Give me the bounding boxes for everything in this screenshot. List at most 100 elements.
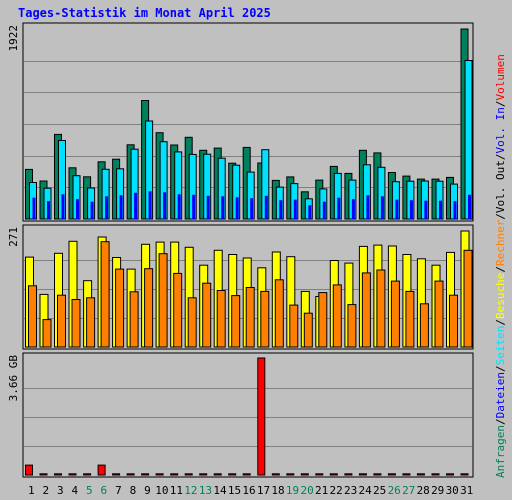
bar-volumen-day-23: [344, 473, 353, 476]
bar-rechner-day-8: [129, 291, 139, 348]
x-tick-label-day-2: 2: [42, 484, 49, 497]
bar-rechner-day-10: [158, 253, 168, 348]
bar-rechner-day-31: [463, 249, 473, 348]
bar-seiten-day-5: [90, 201, 94, 219]
bar-seiten-day-19: [293, 199, 297, 219]
bar-rechner-day-20: [303, 312, 313, 348]
bar-rechner-day-22: [332, 284, 342, 348]
bar-seiten-day-7: [119, 195, 123, 219]
bar-seiten-day-22: [337, 197, 341, 219]
x-tick-label-day-25: 25: [373, 484, 386, 497]
bar-seiten-day-25: [380, 196, 384, 219]
bar-volumen-day-27: [402, 473, 411, 476]
bar-volumen-day-19: [286, 473, 295, 476]
bar-volumen-day-31: [460, 473, 469, 476]
x-tick-label-day-9: 9: [144, 484, 151, 497]
bar-volumen-day-17: [257, 357, 266, 476]
bar-volumen-day-5: [83, 473, 92, 476]
bar-seiten-day-2: [47, 201, 50, 219]
bar-rechner-day-17: [260, 290, 270, 348]
x-tick-label-day-16: 16: [242, 484, 255, 497]
bar-seiten-day-18: [279, 200, 283, 219]
bar-volumen-day-3: [54, 473, 62, 476]
x-tick-label-day-13: 13: [199, 484, 212, 497]
bar-volumen-day-14: [213, 473, 222, 476]
bar-seiten-day-20: [308, 205, 312, 219]
x-tick-label-day-20: 20: [300, 484, 313, 497]
bar-seiten-day-27: [409, 200, 413, 219]
chart-title: Tages-Statistik im Monat April 2025: [18, 6, 271, 20]
bar-volumen-day-11: [170, 473, 179, 476]
bar-volumen-day-9: [141, 473, 150, 476]
bar-volumen-day-13: [199, 473, 208, 476]
bar-volumen-day-7: [112, 473, 121, 476]
x-tick-label-day-30: 30: [446, 484, 459, 497]
legend-part-0: Anfragen: [494, 425, 507, 478]
x-tick-label-day-3: 3: [57, 484, 64, 497]
bar-volumen-day-16: [242, 473, 251, 476]
x-tick-label-day-17: 17: [257, 484, 270, 497]
x-tick-label-day-19: 19: [286, 484, 299, 497]
bar-volumen-day-1: [25, 464, 33, 476]
bar-rechner-day-30: [449, 294, 458, 348]
bar-volumen-day-21: [315, 473, 324, 476]
bar-volumen-day-8: [126, 473, 135, 476]
panel-requests-max-label: 1922: [7, 25, 20, 52]
bar-seiten-day-24: [366, 195, 370, 219]
bar-rechner-day-1: [28, 285, 37, 348]
legend: Anfragen/Dateien/Seiten/Besuche/Rechner/…: [494, 54, 507, 478]
x-tick-label-day-11: 11: [170, 484, 183, 497]
bar-volumen-day-4: [68, 473, 77, 476]
bar-volumen-day-24: [358, 473, 367, 476]
x-tick-label-day-5: 5: [86, 484, 93, 497]
legend-part-2: Dateien: [494, 372, 507, 418]
legend-part-3: /: [494, 365, 507, 372]
bar-volumen-day-10: [155, 473, 164, 476]
legend-part-10: Vol. Out: [494, 160, 507, 213]
panel-visits: 271: [7, 224, 474, 350]
legend-part-7: /: [494, 266, 507, 273]
bar-volumen-day-12: [184, 473, 193, 476]
bar-seiten-day-31: [468, 194, 471, 219]
bar-rechner-day-19: [289, 304, 299, 348]
bar-rechner-day-21: [318, 292, 328, 348]
x-tick-label-day-23: 23: [344, 484, 357, 497]
legend-part-8: Rechner: [494, 219, 507, 266]
x-tick-label-day-12: 12: [184, 484, 197, 497]
panel-visits-max-label: 271: [7, 227, 20, 247]
chart-panels: 1922 271 3.66 GB: [7, 22, 474, 478]
x-tick-label-day-8: 8: [130, 484, 137, 497]
bar-volumen-day-25: [373, 473, 382, 476]
bar-seiten-day-4: [76, 199, 79, 219]
bar-seiten-day-10: [163, 192, 167, 219]
bar-seiten-day-6: [105, 196, 109, 219]
bar-rechner-day-5: [86, 297, 96, 348]
legend-part-12: Vol. In: [494, 107, 507, 153]
panel-volume-max-label: 3.66 GB: [7, 355, 20, 402]
bar-volumen-day-20: [300, 473, 309, 476]
bar-seiten-day-21: [322, 201, 326, 219]
bar-seiten-day-13: [206, 195, 210, 219]
x-tick-label-day-10: 10: [155, 484, 168, 497]
bar-rechner-day-28: [419, 303, 429, 348]
bar-rechner-day-6: [100, 241, 110, 348]
panel-volume-plot-area: [22, 352, 474, 478]
bar-volumen-day-6: [97, 464, 106, 476]
bar-seiten-day-9: [148, 191, 152, 219]
x-axis-tick-labels: 1 2 3 4 5 6 7 8 9 10 11 12 13 14 15 16 17 18 19 20 21 22 23 24 2…: [28, 484, 473, 497]
bar-seiten-day-14: [221, 196, 225, 219]
bar-rechner-day-3: [57, 294, 66, 348]
legend-part-4: Seiten: [494, 326, 507, 366]
bar-seiten-day-28: [424, 200, 428, 219]
bar-rechner-day-4: [71, 299, 81, 348]
legend-part-14: Volumen: [494, 54, 507, 100]
bar-seiten-day-17: [264, 195, 268, 219]
bar-seiten-day-8: [134, 192, 138, 219]
bar-volumen-day-2: [39, 473, 48, 476]
bar-volumen-day-15: [228, 473, 237, 476]
bar-volumen-day-22: [329, 473, 338, 476]
x-tick-label-day-4: 4: [71, 484, 78, 497]
bar-rechner-day-7: [115, 268, 125, 348]
x-tick-label-day-26: 26: [388, 484, 401, 497]
